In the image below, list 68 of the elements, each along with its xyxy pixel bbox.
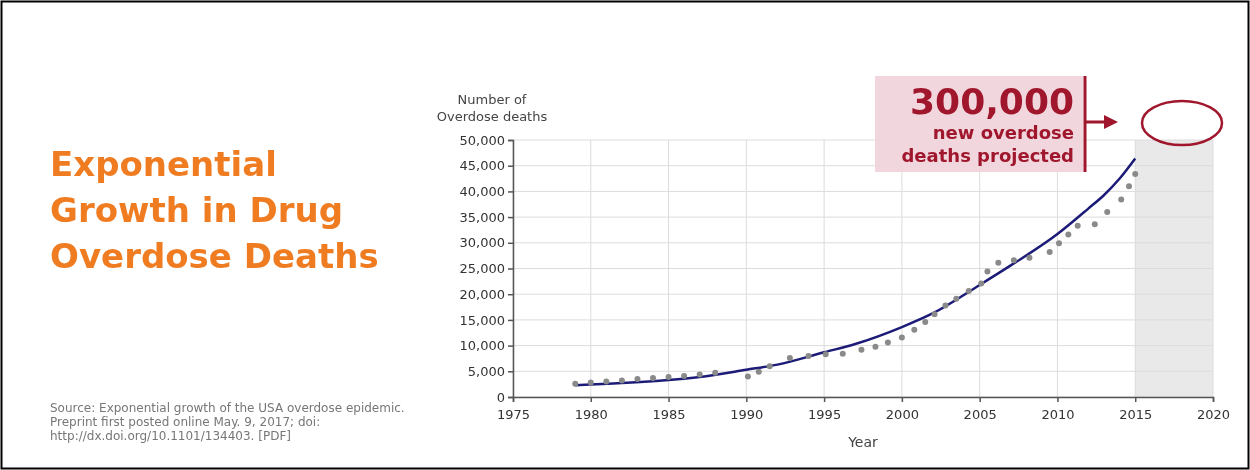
y-tick-label: 25,000 bbox=[459, 261, 505, 277]
point bbox=[1065, 231, 1072, 238]
source-note: Source: Exponential growth of the USA overdose epidemic. Preprint first posted online May. 9, 2017; doi: http://dx.doi.org/10.1101/134403. [PDF] bbox=[50, 401, 405, 443]
x-tick-label: 1975 bbox=[496, 407, 531, 423]
x-tick-label: 2000 bbox=[885, 407, 919, 423]
x-tick-label: 1990 bbox=[730, 407, 764, 423]
point bbox=[872, 343, 879, 350]
point bbox=[839, 350, 846, 357]
point bbox=[603, 378, 610, 385]
y-tick-label: 0 bbox=[496, 389, 505, 405]
point bbox=[786, 354, 793, 361]
point bbox=[766, 363, 773, 370]
point bbox=[911, 326, 918, 333]
point bbox=[1056, 240, 1062, 247]
point bbox=[755, 368, 762, 375]
y-tick-label: 30,000 bbox=[459, 235, 505, 251]
x-tick-label: 2005 bbox=[963, 407, 997, 423]
y-tick-label: 40,000 bbox=[459, 184, 505, 200]
point bbox=[858, 346, 865, 353]
point bbox=[1074, 222, 1081, 229]
x-axis-title: Year bbox=[847, 434, 879, 450]
point bbox=[805, 352, 812, 359]
point bbox=[942, 302, 949, 309]
point bbox=[995, 259, 1002, 266]
point bbox=[965, 288, 972, 295]
point bbox=[712, 369, 719, 376]
point bbox=[1104, 208, 1111, 215]
point bbox=[681, 372, 688, 379]
y-tick-label: 20,000 bbox=[459, 286, 505, 302]
point bbox=[984, 268, 991, 275]
point bbox=[572, 380, 579, 387]
point bbox=[898, 334, 905, 341]
point bbox=[1026, 254, 1033, 261]
point bbox=[634, 376, 641, 383]
x-tick-label: 1980 bbox=[574, 407, 608, 423]
point bbox=[1132, 170, 1139, 177]
point bbox=[931, 311, 938, 318]
x-tick-label: 2020 bbox=[1196, 407, 1231, 423]
x-tick-label: 2010 bbox=[1041, 407, 1075, 423]
point bbox=[1091, 221, 1098, 228]
text: Exponential Growth in Drug Overdose Deaths bbox=[50, 144, 379, 276]
point bbox=[1010, 257, 1017, 264]
x-tick-label: 1985 bbox=[652, 407, 686, 423]
y-axis-title: Number of Overdose deaths bbox=[436, 92, 548, 124]
point bbox=[618, 377, 625, 384]
point bbox=[744, 373, 751, 380]
point bbox=[650, 374, 656, 381]
point bbox=[978, 280, 985, 287]
y-tick-label: 35,000 bbox=[459, 209, 505, 225]
point bbox=[922, 318, 929, 325]
point bbox=[884, 339, 891, 346]
point bbox=[953, 295, 960, 302]
x-tick-label: 2015 bbox=[1119, 407, 1153, 423]
point bbox=[587, 379, 594, 386]
point bbox=[1126, 183, 1132, 190]
x-tick-label: 1995 bbox=[808, 407, 842, 423]
point bbox=[665, 373, 672, 380]
y-tick-label: 15,000 bbox=[459, 312, 505, 328]
point bbox=[822, 351, 829, 358]
point bbox=[696, 371, 703, 378]
y-tick-label: 5,000 bbox=[467, 363, 505, 379]
annotation: new overdose deaths projected bbox=[901, 122, 1074, 166]
y-tick-label: 50,000 bbox=[459, 132, 505, 148]
text: 300,000 bbox=[910, 81, 1074, 122]
y-tick-label: 10,000 bbox=[459, 338, 505, 354]
y-tick-label: 45,000 bbox=[459, 158, 505, 174]
point bbox=[1046, 249, 1053, 256]
point bbox=[1118, 196, 1125, 203]
